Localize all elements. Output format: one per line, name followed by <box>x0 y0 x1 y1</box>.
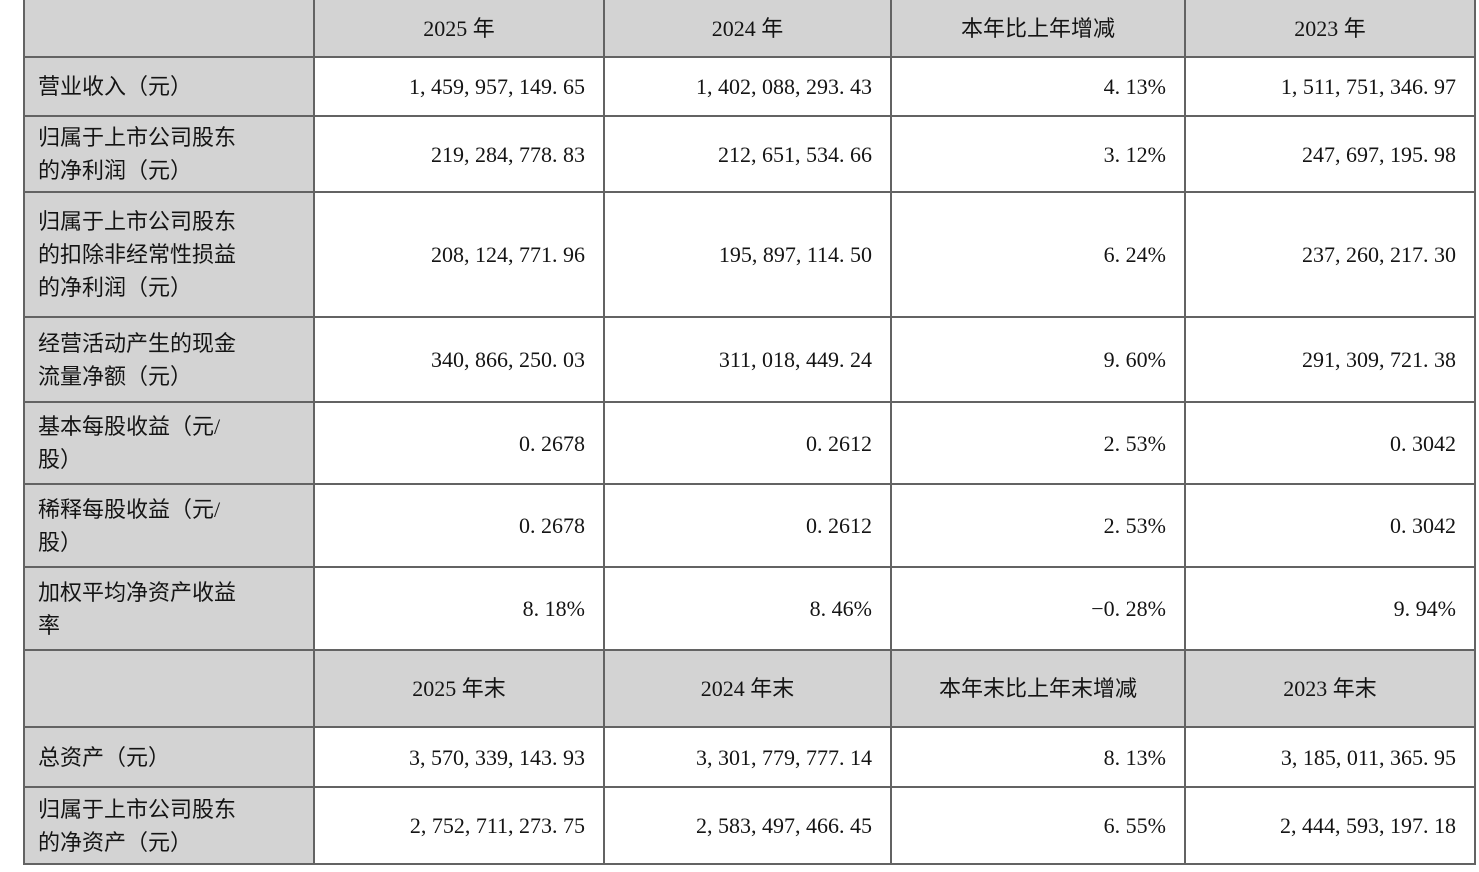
cell-value: 2. 53% <box>890 401 1186 485</box>
cell-value: 208, 124, 771. 96 <box>313 191 605 318</box>
column-header-2024-eop: 2024 年末 <box>603 649 892 728</box>
row-label: 归属于上市公司股东 的净资产（元） <box>23 786 315 865</box>
column-header-2025-eop: 2025 年末 <box>313 649 605 728</box>
row-label: 营业收入（元） <box>23 56 315 117</box>
table-row: 归属于上市公司股东 的扣除非经常性损益 的净利润（元） 208, 124, 77… <box>23 191 1476 318</box>
table-row: 归属于上市公司股东 的净利润（元） 219, 284, 778. 83 212,… <box>23 115 1476 193</box>
row-label: 经营活动产生的现金 流量净额（元） <box>23 316 315 403</box>
column-header-2023: 2023 年 <box>1184 0 1476 58</box>
cell-value: 311, 018, 449. 24 <box>603 316 892 403</box>
cell-value: 0. 3042 <box>1184 401 1476 485</box>
cell-value: 195, 897, 114. 50 <box>603 191 892 318</box>
table-row: 总资产（元） 3, 570, 339, 143. 93 3, 301, 779,… <box>23 726 1476 788</box>
cell-value: 4. 13% <box>890 56 1186 117</box>
cell-value: −0. 28% <box>890 566 1186 651</box>
cell-value: 219, 284, 778. 83 <box>313 115 605 193</box>
table-row: 归属于上市公司股东 的净资产（元） 2, 752, 711, 273. 75 2… <box>23 786 1476 865</box>
cell-value: 1, 402, 088, 293. 43 <box>603 56 892 117</box>
cell-value: 8. 18% <box>313 566 605 651</box>
column-header-2024: 2024 年 <box>603 0 892 58</box>
cell-value: 3, 570, 339, 143. 93 <box>313 726 605 788</box>
table-row: 加权平均净资产收益 率 8. 18% 8. 46% −0. 28% 9. 94% <box>23 566 1476 651</box>
cell-value: 2, 583, 497, 466. 45 <box>603 786 892 865</box>
cell-value: 9. 60% <box>890 316 1186 403</box>
cell-value: 237, 260, 217. 30 <box>1184 191 1476 318</box>
row-label: 加权平均净资产收益 率 <box>23 566 315 651</box>
cell-value: 340, 866, 250. 03 <box>313 316 605 403</box>
cell-value: 247, 697, 195. 98 <box>1184 115 1476 193</box>
cell-value: 0. 2612 <box>603 401 892 485</box>
column-header-2023-eop: 2023 年末 <box>1184 649 1476 728</box>
corner-cell <box>23 649 315 728</box>
cell-value: 8. 13% <box>890 726 1186 788</box>
corner-cell <box>23 0 315 58</box>
cell-value: 3. 12% <box>890 115 1186 193</box>
cell-value: 0. 2678 <box>313 483 605 568</box>
table-row: 经营活动产生的现金 流量净额（元） 340, 866, 250. 03 311,… <box>23 316 1476 403</box>
table-row: 2025 年 2024 年 本年比上年增减 2023 年 <box>23 0 1476 58</box>
column-header-eop-change: 本年末比上年末增减 <box>890 649 1186 728</box>
table-row: 2025 年末 2024 年末 本年末比上年末增减 2023 年末 <box>23 649 1476 728</box>
column-header-2025: 2025 年 <box>313 0 605 58</box>
cell-value: 2, 444, 593, 197. 18 <box>1184 786 1476 865</box>
table-row: 稀释每股收益（元/ 股） 0. 2678 0. 2612 2. 53% 0. 3… <box>23 483 1476 568</box>
cell-value: 6. 24% <box>890 191 1186 318</box>
cell-value: 2. 53% <box>890 483 1186 568</box>
cell-value: 291, 309, 721. 38 <box>1184 316 1476 403</box>
row-label: 归属于上市公司股东 的扣除非经常性损益 的净利润（元） <box>23 191 315 318</box>
cell-value: 1, 511, 751, 346. 97 <box>1184 56 1476 117</box>
cell-value: 8. 46% <box>603 566 892 651</box>
key-financials-table: 2025 年 2024 年 本年比上年增减 2023 年 营业收入（元） 1, … <box>23 0 1476 865</box>
cell-value: 9. 94% <box>1184 566 1476 651</box>
column-header-yoy-change: 本年比上年增减 <box>890 0 1186 58</box>
cell-value: 3, 301, 779, 777. 14 <box>603 726 892 788</box>
cell-value: 0. 2612 <box>603 483 892 568</box>
cell-value: 212, 651, 534. 66 <box>603 115 892 193</box>
cell-value: 0. 3042 <box>1184 483 1476 568</box>
cell-value: 1, 459, 957, 149. 65 <box>313 56 605 117</box>
row-label: 总资产（元） <box>23 726 315 788</box>
cell-value: 6. 55% <box>890 786 1186 865</box>
row-label: 归属于上市公司股东 的净利润（元） <box>23 115 315 193</box>
row-label: 稀释每股收益（元/ 股） <box>23 483 315 568</box>
table-row: 基本每股收益（元/ 股） 0. 2678 0. 2612 2. 53% 0. 3… <box>23 401 1476 485</box>
cell-value: 0. 2678 <box>313 401 605 485</box>
table-row: 营业收入（元） 1, 459, 957, 149. 65 1, 402, 088… <box>23 56 1476 117</box>
cell-value: 3, 185, 011, 365. 95 <box>1184 726 1476 788</box>
cell-value: 2, 752, 711, 273. 75 <box>313 786 605 865</box>
financial-summary-table: 2025 年 2024 年 本年比上年增减 2023 年 营业收入（元） 1, … <box>23 0 1476 865</box>
row-label: 基本每股收益（元/ 股） <box>23 401 315 485</box>
